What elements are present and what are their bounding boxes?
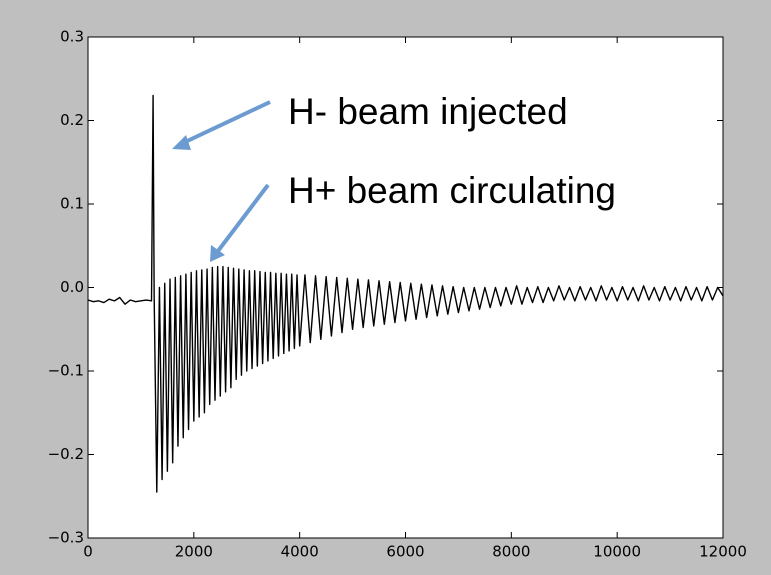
annotation: H- beam injected bbox=[288, 91, 568, 132]
signal-line bbox=[87, 94, 724, 493]
annotation-arrows bbox=[172, 100, 271, 262]
x-tick-label: 8000 bbox=[492, 543, 530, 561]
x-tick-label: 12000 bbox=[699, 543, 747, 561]
y-tick-label: −0.1 bbox=[48, 362, 84, 380]
x-tick-label: 10000 bbox=[593, 543, 641, 561]
x-tick-label: 0 bbox=[83, 543, 93, 561]
arrow bbox=[182, 100, 271, 145]
annotation: H+ beam circulating bbox=[288, 170, 616, 211]
x-tick-label: 6000 bbox=[386, 543, 424, 561]
plot-area bbox=[87, 36, 724, 539]
y-tick-label: 0.3 bbox=[60, 28, 84, 46]
arrowhead bbox=[172, 135, 191, 150]
arrowhead bbox=[210, 245, 225, 262]
y-tick-label: −0.3 bbox=[48, 529, 84, 547]
y-tick-label: 0.1 bbox=[60, 195, 84, 213]
x-tick-label: 4000 bbox=[281, 543, 319, 561]
y-tick-label: 0.0 bbox=[60, 278, 84, 296]
y-tick-label: −0.2 bbox=[48, 445, 84, 463]
y-tick-label: 0.2 bbox=[60, 111, 84, 129]
arrow bbox=[216, 183, 270, 253]
x-tick-label: 2000 bbox=[175, 543, 213, 561]
